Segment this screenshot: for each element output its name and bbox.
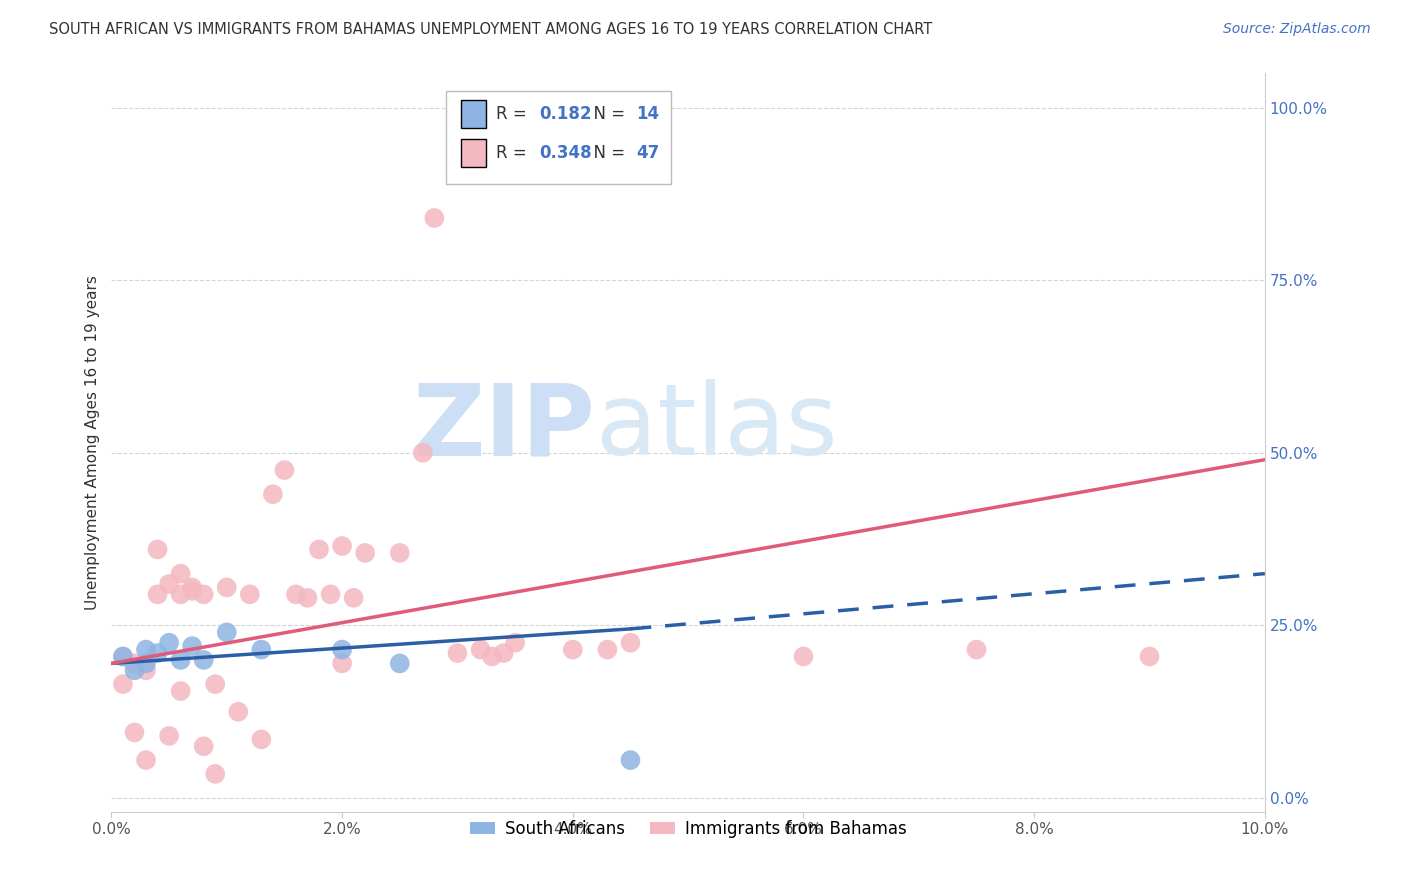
Point: [204, 767, 226, 781]
Text: 14: 14: [637, 105, 659, 123]
Point: [388, 657, 411, 671]
Point: [193, 739, 215, 754]
Point: [135, 657, 157, 671]
Point: [181, 583, 204, 598]
Point: [1139, 649, 1161, 664]
Point: [193, 653, 215, 667]
Text: 47: 47: [637, 144, 659, 161]
Point: [157, 577, 180, 591]
Point: [204, 677, 226, 691]
Text: 0.348: 0.348: [540, 144, 592, 161]
Point: [423, 211, 446, 225]
Point: [146, 646, 169, 660]
Point: [250, 732, 273, 747]
Legend: South Africans, Immigrants from Bahamas: South Africans, Immigrants from Bahamas: [463, 813, 912, 844]
Point: [226, 705, 249, 719]
Point: [561, 642, 583, 657]
Point: [966, 642, 988, 657]
Point: [111, 649, 134, 664]
Point: [250, 642, 273, 657]
Text: N =: N =: [583, 144, 630, 161]
Point: [157, 729, 180, 743]
Point: [319, 587, 342, 601]
Point: [285, 587, 308, 601]
Point: [181, 639, 204, 653]
Text: atlas: atlas: [596, 379, 838, 476]
Point: [124, 725, 146, 739]
Point: [273, 463, 295, 477]
Point: [262, 487, 284, 501]
Y-axis label: Unemployment Among Ages 16 to 19 years: Unemployment Among Ages 16 to 19 years: [86, 275, 100, 610]
Point: [792, 649, 814, 664]
Point: [470, 642, 492, 657]
Point: [181, 581, 204, 595]
Point: [354, 546, 377, 560]
Point: [503, 636, 526, 650]
FancyBboxPatch shape: [461, 139, 486, 167]
Point: [330, 642, 353, 657]
Point: [135, 753, 157, 767]
Point: [169, 684, 191, 698]
Point: [619, 636, 641, 650]
FancyBboxPatch shape: [461, 100, 486, 128]
Point: [330, 539, 353, 553]
Point: [157, 636, 180, 650]
Text: Source: ZipAtlas.com: Source: ZipAtlas.com: [1223, 22, 1371, 37]
Point: [169, 653, 191, 667]
Point: [135, 663, 157, 677]
Point: [412, 446, 434, 460]
Point: [330, 657, 353, 671]
Point: [169, 587, 191, 601]
Point: [297, 591, 319, 605]
Point: [111, 677, 134, 691]
Point: [124, 657, 146, 671]
Point: [135, 642, 157, 657]
Point: [492, 646, 515, 660]
Point: [343, 591, 366, 605]
Point: [308, 542, 330, 557]
Text: N =: N =: [583, 105, 630, 123]
Text: R =: R =: [495, 144, 531, 161]
Point: [169, 566, 191, 581]
Text: R =: R =: [495, 105, 531, 123]
Point: [481, 649, 503, 664]
Point: [215, 581, 238, 595]
Point: [124, 663, 146, 677]
Point: [239, 587, 262, 601]
Point: [111, 649, 134, 664]
Text: ZIP: ZIP: [413, 379, 596, 476]
Point: [146, 587, 169, 601]
Point: [388, 546, 411, 560]
Point: [193, 587, 215, 601]
FancyBboxPatch shape: [446, 92, 671, 184]
Point: [215, 625, 238, 640]
Point: [596, 642, 619, 657]
Text: SOUTH AFRICAN VS IMMIGRANTS FROM BAHAMAS UNEMPLOYMENT AMONG AGES 16 TO 19 YEARS : SOUTH AFRICAN VS IMMIGRANTS FROM BAHAMAS…: [49, 22, 932, 37]
Text: 0.182: 0.182: [540, 105, 592, 123]
Point: [619, 753, 641, 767]
Point: [146, 542, 169, 557]
Point: [446, 646, 468, 660]
